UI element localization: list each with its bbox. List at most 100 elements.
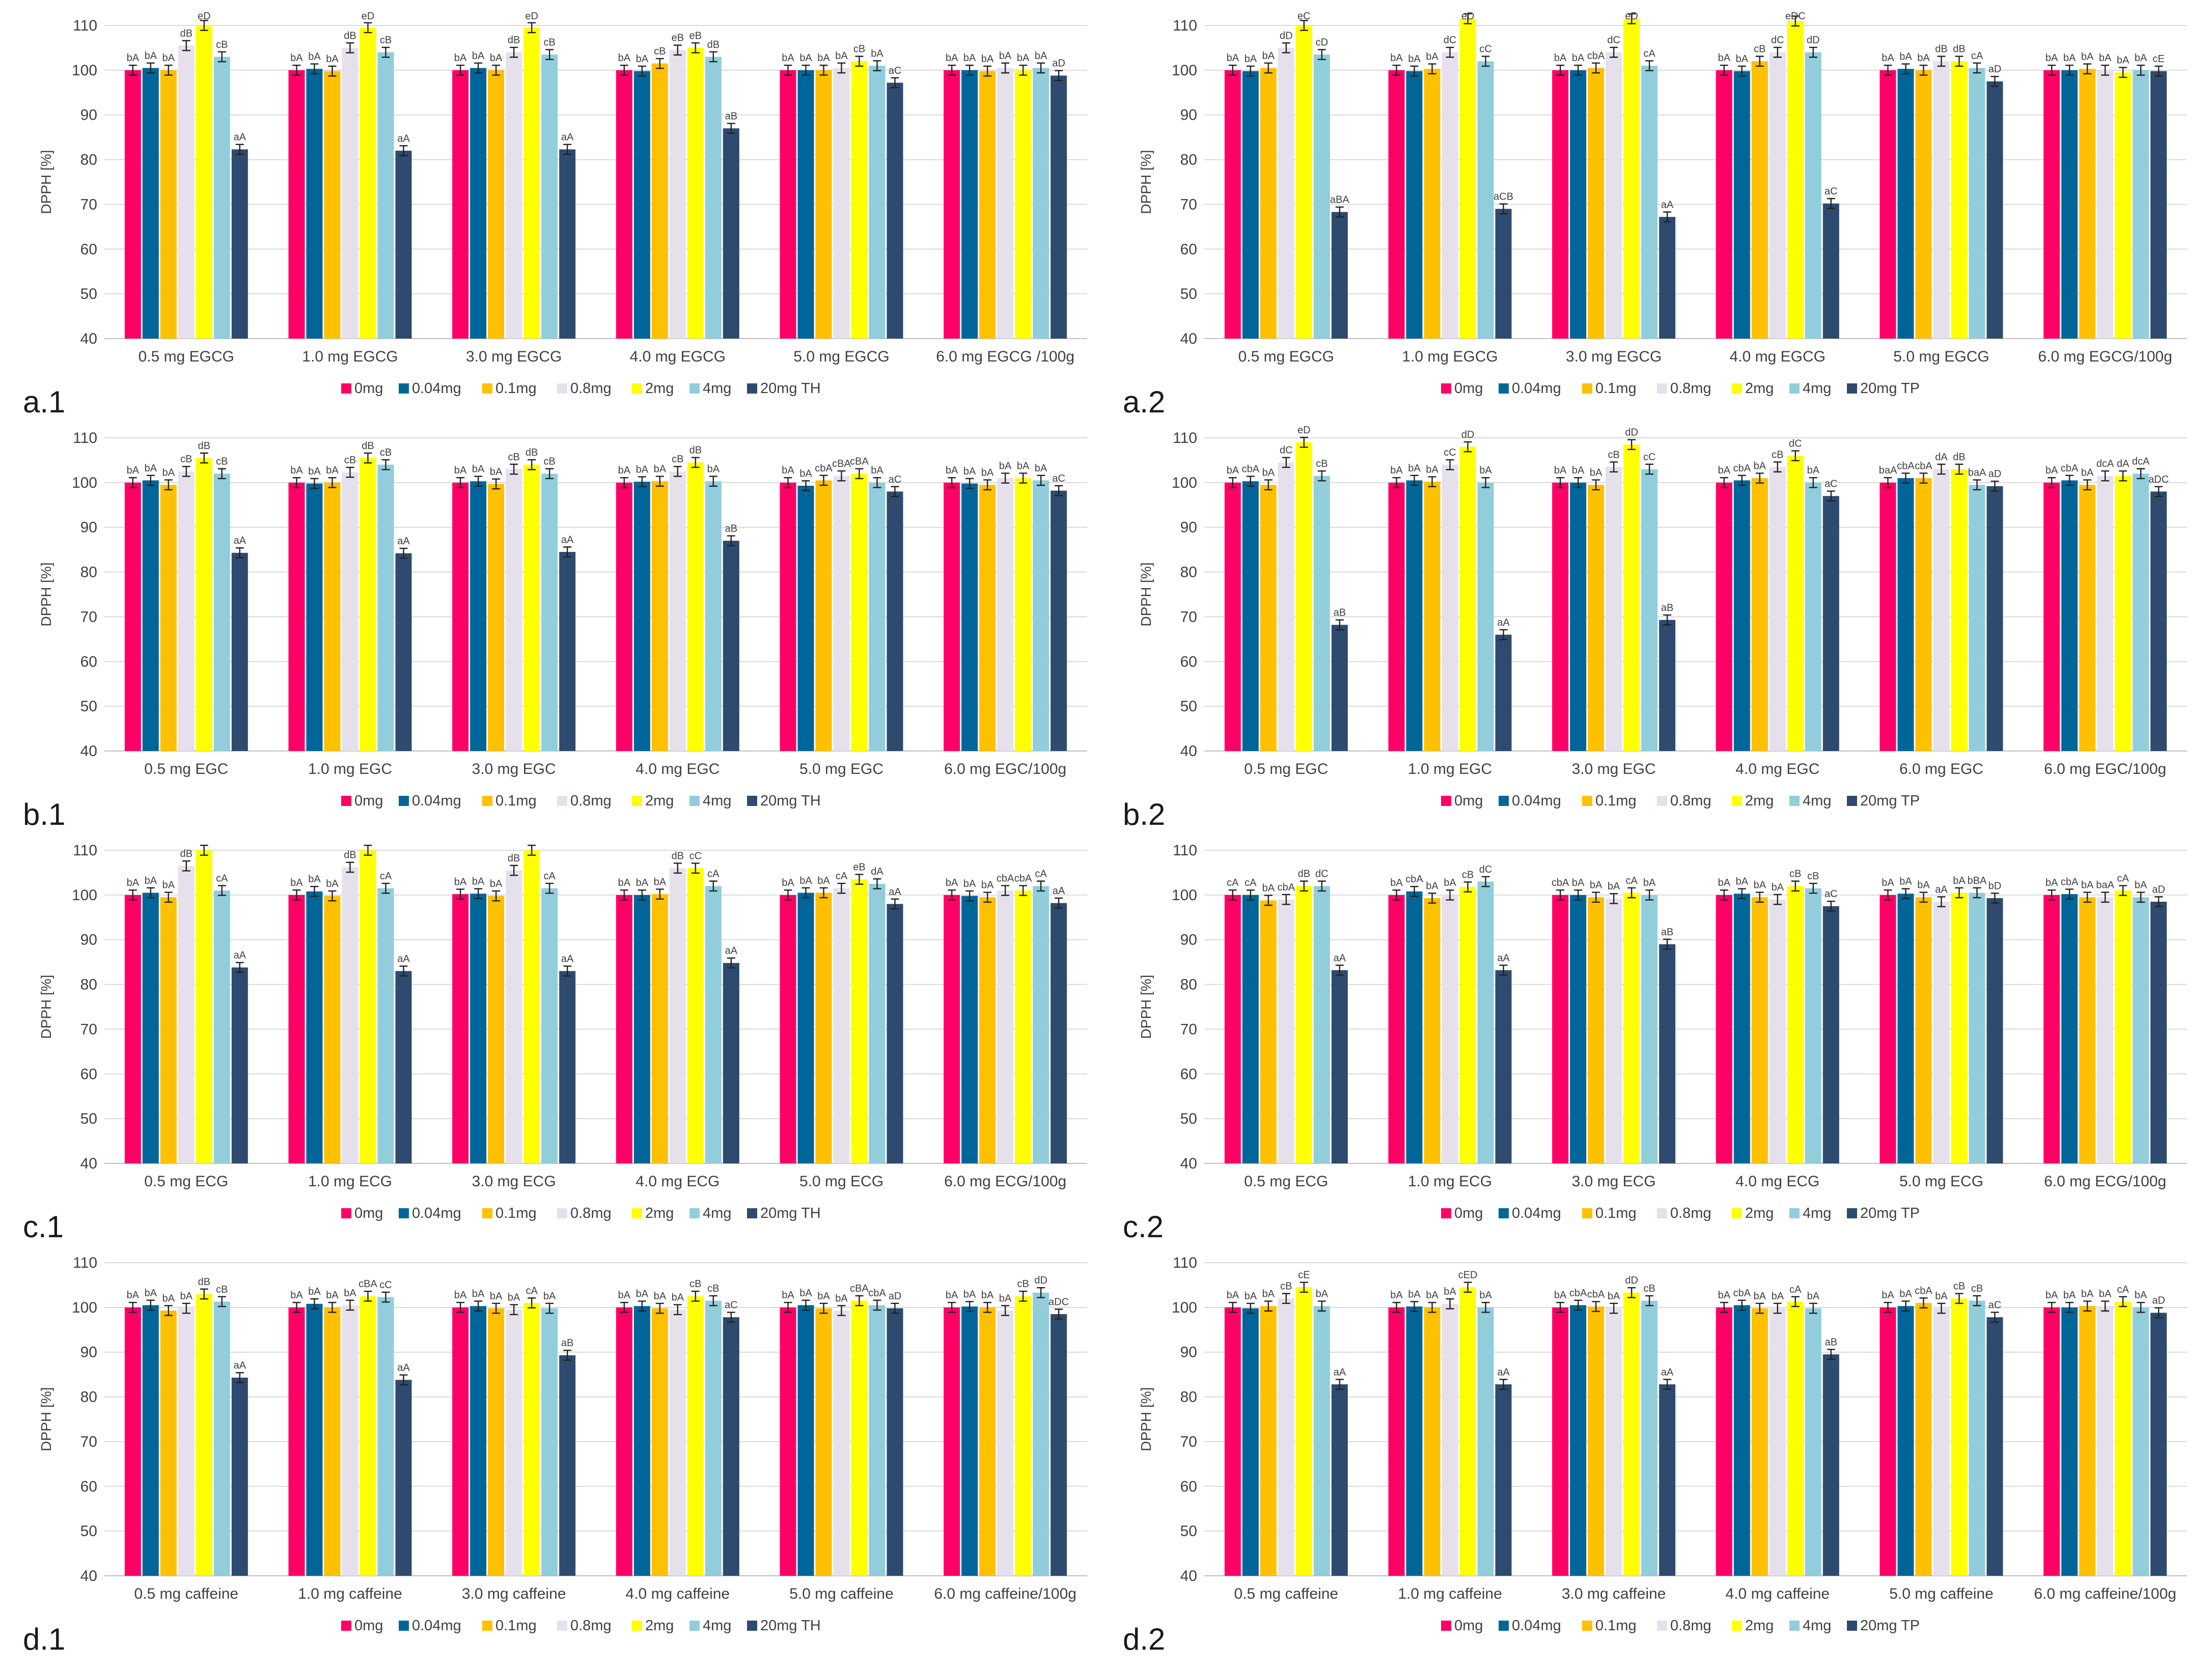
bar-significance-label: eC (1297, 11, 1311, 22)
bar (1033, 480, 1049, 751)
bar (306, 1303, 323, 1576)
bar-significance-label: bA (454, 876, 467, 887)
x-category-label: 3.0 mg EGCG (1566, 348, 1662, 365)
legend-item-label: 0.1mg (1595, 1618, 1637, 1634)
bar-significance-label: bA (127, 52, 140, 64)
bar-significance-label: bA (145, 875, 157, 886)
legend-swatch (482, 1208, 492, 1218)
bar-significance-label: bBA (1968, 875, 1987, 886)
bar (1606, 52, 1622, 339)
bar-significance-label: bA (1590, 467, 1602, 479)
x-category-label: 5.0 mg ECG (799, 1173, 883, 1190)
legend-item-label: 0mg (1454, 380, 1483, 397)
bar (1822, 203, 1839, 339)
bar (288, 482, 305, 751)
x-category-label: 1.0 mg EGCG (302, 348, 398, 365)
bar-significance-label: bA (2063, 52, 2076, 64)
bar-significance-label: cBA (832, 458, 851, 469)
bar (523, 1303, 540, 1576)
bar-significance-label: bA (1227, 1290, 1239, 1301)
bar (797, 893, 814, 1163)
bar (944, 1307, 960, 1576)
bar-significance-label: cbA (1014, 873, 1032, 884)
y-tick-label: 60 (80, 241, 97, 258)
bar-significance-label: cbA (1405, 874, 1423, 885)
bar-significance-label: bA (1408, 463, 1421, 474)
bar (559, 149, 576, 339)
bar-significance-label: cA (2117, 873, 2129, 884)
y-tick-label: 100 (72, 1299, 97, 1316)
bar-significance-label: bA (654, 876, 667, 887)
bar (541, 1308, 558, 1576)
legend-item-label: 4mg (703, 1618, 731, 1634)
bar (869, 883, 886, 1163)
x-category-label: 6.0 mg ECG/100g (944, 1173, 1066, 1190)
bar (961, 896, 978, 1163)
x-category-label: 3.0 mg caffeine (1562, 1585, 1666, 1602)
y-tick-label: 100 (1172, 887, 1197, 904)
bar (1969, 893, 1985, 1163)
bar-significance-label: bA (636, 464, 649, 475)
y-tick-label: 40 (1180, 330, 1197, 347)
bar (1897, 69, 1914, 339)
y-tick-label: 80 (80, 1389, 97, 1406)
bar-significance-label: bA (1227, 52, 1239, 64)
bar-significance-label: bA (618, 52, 631, 64)
y-tick-label: 80 (80, 152, 97, 169)
x-category-label: 6.0 mg EGCG /100g (936, 348, 1074, 365)
bar (1224, 70, 1241, 339)
bar-significance-label: bA (946, 52, 958, 64)
bar-significance-label: bA (1608, 1291, 1620, 1302)
bar-significance-label: dB (1953, 452, 1965, 463)
bar (1716, 482, 1732, 751)
bar-significance-label: bA (1017, 52, 1030, 64)
bar-significance-label: baA (2096, 880, 2114, 891)
x-category-label: 5.0 mg ECG (1899, 1173, 1983, 1190)
bar (1033, 1292, 1049, 1576)
bar-significance-label: bA (817, 1291, 830, 1302)
bar (160, 485, 177, 751)
legend-swatch (1732, 383, 1742, 394)
bar-significance-label: dD (1625, 427, 1638, 438)
bar-significance-label: aB (561, 1338, 573, 1349)
legend-swatch (1732, 796, 1742, 806)
bar-significance-label: bA (963, 878, 976, 889)
bar-significance-label: dB (526, 447, 538, 458)
bar-significance-label: bA (2081, 51, 2094, 63)
bar-significance-label: cA (707, 869, 720, 880)
y-tick-label: 110 (1173, 430, 1197, 447)
bar (669, 50, 686, 339)
bar (1260, 1306, 1277, 1576)
bar-significance-label: cB (1953, 1281, 1965, 1292)
legend-item-label: 0.8mg (570, 1618, 612, 1634)
bar (1050, 75, 1067, 339)
bar-significance-label: bA (326, 1290, 339, 1301)
y-tick-label: 70 (80, 1021, 97, 1038)
y-axis-label: DPPH [%] (38, 562, 54, 626)
bar (306, 69, 323, 339)
bar (979, 1307, 996, 1576)
bar (705, 1300, 722, 1576)
bar-significance-label: bA (1017, 460, 1030, 471)
y-tick-label: 90 (80, 1344, 97, 1361)
y-tick-label: 40 (80, 743, 97, 760)
bar (723, 128, 739, 339)
y-tick-label: 40 (1180, 1155, 1197, 1172)
bar-significance-label: bA (2045, 465, 2058, 476)
bar (124, 70, 141, 339)
bar-significance-label: aDC (2148, 474, 2169, 485)
y-axis-label: DPPH [%] (1138, 562, 1154, 626)
bar-significance-label: bA (1718, 465, 1731, 476)
bar-significance-label: cbA (1552, 877, 1569, 888)
bar (1570, 1305, 1587, 1576)
bar (1879, 482, 1896, 751)
bar (1659, 217, 1676, 339)
bar-significance-label: dC (1280, 445, 1293, 456)
chart-panel-b-1: 40 50 60 70 80 90 100 110 DPPH [%] bA bA bA cB dB cB aA… (15, 423, 1095, 831)
bar (1477, 881, 1494, 1163)
bar (616, 482, 632, 751)
legend-item-label: 0.8mg (570, 380, 612, 397)
legend-item-label: 0.8mg (1670, 1618, 1711, 1634)
bar (1897, 894, 1914, 1163)
legend-swatch (1499, 1621, 1509, 1631)
